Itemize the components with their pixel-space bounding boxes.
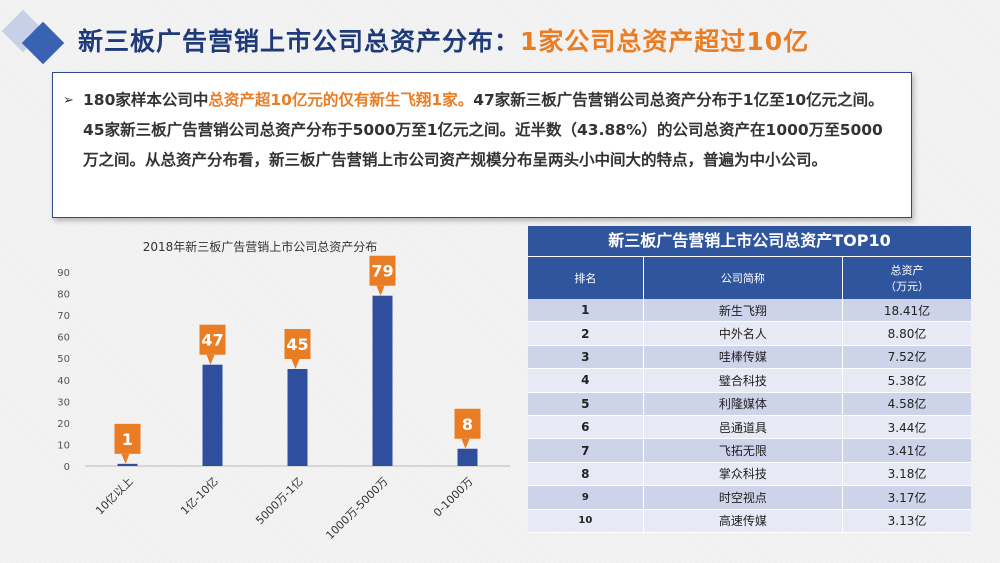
data-label-box [369, 255, 396, 286]
cell-asset: 5.38亿 [842, 368, 971, 393]
bar [287, 369, 308, 466]
y-tick-label: 20 [57, 419, 70, 430]
cell-rank: 4 [528, 368, 644, 393]
data-label-pointer [206, 354, 215, 365]
cell-rank: 1 [528, 299, 644, 323]
slide-title-highlight: 1家公司总资产超过10亿 [520, 27, 810, 56]
table-row: 2 中外名人 8.80亿 [528, 321, 971, 346]
summary-text-2: 47家新三板广告营销公司总资产分布于1亿至10亿元之间。45家新三板广告营销公司… [83, 91, 884, 169]
y-tick-label: 80 [57, 290, 70, 301]
bar [117, 463, 138, 466]
slide-title: 新三板广告营销上市公司总资产分布：1家公司总资产超过10亿 [78, 22, 809, 62]
cell-name: 时空视点 [643, 485, 844, 510]
data-label: 1 [122, 430, 133, 449]
table-row: 3 哇棒传媒 7.52亿 [528, 345, 971, 370]
data-label-box [199, 324, 226, 355]
top10-table-panel: 新三板广告营销上市公司总资产TOP10 排名 公司简称 总资产 （万元） 1 新生… [528, 226, 971, 533]
cell-rank: 8 [528, 462, 644, 487]
cell-asset: 8.80亿 [842, 321, 971, 346]
data-label-box [454, 408, 481, 439]
summary-box: ➢ 180家样本公司中总资产超10亿元的仅有新生飞翔1家。47家新三板广告营销公… [52, 72, 912, 218]
y-tick-label: 50 [57, 354, 70, 365]
data-label-box [114, 423, 141, 454]
data-label: 79 [371, 262, 393, 281]
slide-title-main: 新三板广告营销上市公司总资产分布： [78, 27, 521, 56]
x-category-label: 0-1000万 [431, 475, 476, 520]
cell-name: 哇棒传媒 [643, 345, 844, 370]
bar [457, 448, 478, 466]
y-tick-label: 0 [64, 462, 70, 473]
cell-rank: 2 [528, 321, 644, 346]
table-row: 9 时空视点 3.17亿 [528, 485, 971, 510]
cell-name: 邑通道具 [643, 415, 844, 440]
y-tick-label: 40 [57, 376, 70, 387]
cell-asset: 3.44亿 [842, 415, 971, 440]
table-body: 1 新生飞翔 18.41亿 2 中外名人 8.80亿 3 哇棒传媒 7.52亿 4 璧合科技 5.38… [528, 299, 971, 533]
table-row: 7 飞拓无限 3.41亿 [528, 438, 971, 463]
cell-rank: 5 [528, 392, 644, 416]
y-tick-label: 30 [57, 397, 70, 408]
table-header-row: 排名 公司简称 总资产 （万元） [528, 256, 971, 299]
cell-rank: 3 [528, 345, 644, 370]
bar [372, 295, 393, 466]
cell-name: 飞拓无限 [643, 438, 844, 463]
table-row: 5 利隆媒体 4.58亿 [528, 392, 971, 416]
y-tick-label: 70 [57, 311, 70, 322]
asset-distribution-chart: 0 10 20 30 40 50 60 70 80 90 1 10亿以上 47 1亿-10亿 45 5000万… [40, 230, 520, 560]
header-name: 公司简称 [643, 256, 844, 299]
table-row: 10 高速传媒 3.13亿 [528, 509, 971, 533]
cell-name: 高速传媒 [643, 509, 844, 533]
cell-rank: 9 [528, 485, 644, 510]
cell-name: 掌众科技 [643, 462, 844, 487]
cell-asset: 4.58亿 [842, 392, 971, 416]
x-category-label: 5000万-1亿 [253, 475, 305, 527]
table-row: 6 邑通道具 3.44亿 [528, 415, 971, 440]
y-tick-label: 10 [57, 440, 70, 451]
x-category-label: 1000万-5000万 [323, 475, 390, 542]
x-category-label: 1亿-10亿 [178, 475, 220, 517]
data-label: 45 [286, 335, 308, 354]
header-asset-line1: 总资产 [890, 264, 924, 277]
bar [202, 364, 223, 466]
table-title: 新三板广告营销上市公司总资产TOP10 [528, 226, 971, 256]
data-label-pointer [121, 453, 130, 464]
cell-rank: 10 [528, 509, 644, 533]
data-label-pointer [461, 438, 470, 449]
cell-name: 新生飞翔 [643, 299, 844, 323]
data-label-pointer [291, 359, 300, 369]
chart-canvas: 0 10 20 30 40 50 60 70 80 90 1 10亿以上 47 1亿-10亿 45 5000万… [57, 255, 510, 542]
cell-rank: 6 [528, 415, 644, 440]
cell-asset: 18.41亿 [842, 299, 971, 323]
header-asset: 总资产 （万元） [842, 256, 971, 299]
cell-asset: 7.52亿 [842, 345, 971, 370]
header-rank: 排名 [528, 256, 644, 299]
summary-text-highlight: 总资产超10亿元的仅有新生飞翔1家。 [208, 91, 474, 109]
chart-title: 2018年新三板广告营销上市公司总资产分布 [142, 240, 378, 254]
x-category-label: 10亿以上 [93, 475, 135, 517]
table-row: 1 新生飞翔 18.41亿 [528, 299, 971, 323]
top10-table: 排名 公司简称 总资产 （万元） 1 新生飞翔 18.41亿 2 中外名人 8.80亿 3 哇… [528, 256, 971, 533]
cell-rank: 7 [528, 438, 644, 463]
table-row: 4 璧合科技 5.38亿 [528, 368, 971, 393]
data-label: 47 [201, 331, 223, 350]
summary-text-1: 180家样本公司中 [83, 91, 209, 109]
data-label: 8 [462, 415, 473, 434]
cell-name: 利隆媒体 [643, 392, 844, 416]
y-tick-label: 90 [57, 268, 70, 279]
cell-asset: 3.41亿 [842, 438, 971, 463]
cell-asset: 3.13亿 [842, 509, 971, 533]
cell-asset: 3.17亿 [842, 485, 971, 510]
bullet-arrow-icon: ➢ [63, 93, 74, 108]
cell-asset: 3.18亿 [842, 462, 971, 487]
table-row: 8 掌众科技 3.18亿 [528, 462, 971, 487]
data-label-box [284, 329, 311, 359]
header-asset-line2: （万元） [885, 280, 929, 293]
cell-name: 璧合科技 [643, 368, 844, 393]
data-label-pointer [376, 285, 385, 296]
y-tick-label: 60 [57, 333, 70, 344]
cell-name: 中外名人 [643, 321, 844, 346]
